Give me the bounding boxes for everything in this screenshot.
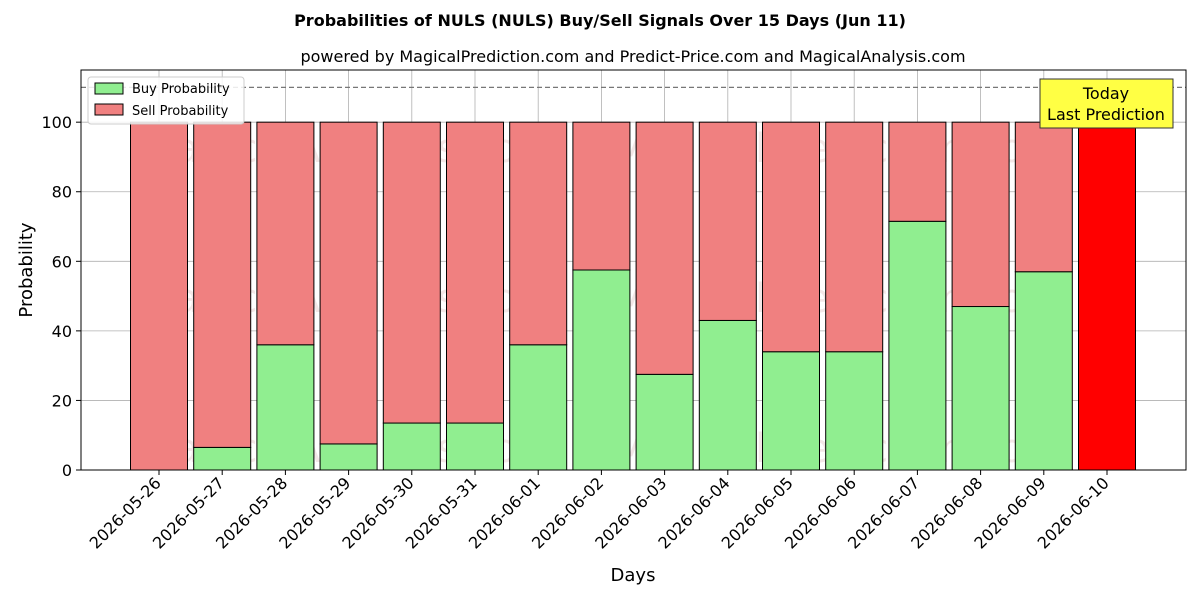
buy-bar: [446, 422, 504, 471]
buy-bar: [825, 351, 884, 471]
x-axis-label: Days: [611, 565, 656, 586]
chart-title: Probabilities of NULS (NULS) Buy/Sell Si…: [294, 11, 906, 30]
sell-bar: [1014, 121, 1073, 273]
highlight-sell-bar: [1078, 121, 1136, 471]
buy-bar: [193, 446, 252, 471]
buy-bar: [698, 319, 757, 471]
legend-buy-label: Buy Probability: [132, 82, 230, 97]
y-tick-label: 100: [41, 113, 72, 132]
buy-bar: [572, 269, 631, 471]
sell-bar: [193, 121, 252, 448]
sell-bar: [572, 121, 631, 271]
annotation-box: [1039, 78, 1174, 129]
buy-bar: [256, 344, 315, 471]
sell-bar: [256, 121, 315, 346]
today-annotation: Today Last Prediction: [1039, 78, 1174, 129]
legend-sell-swatch: [94, 103, 124, 116]
buy-bar: [382, 422, 441, 471]
sell-bar: [698, 121, 757, 321]
buy-bar: [1014, 271, 1073, 471]
y-axis: 0 20 40 60 80 100: [41, 113, 81, 480]
y-tick-label: 20: [52, 391, 72, 410]
annotation-line-1: Today: [1082, 84, 1129, 103]
y-tick-label: 60: [52, 252, 72, 271]
buy-bar: [888, 220, 947, 471]
sell-bar: [888, 121, 947, 222]
sell-bar: [319, 121, 378, 445]
legend-buy-swatch: [94, 82, 124, 95]
bar-layer: [130, 121, 1136, 471]
y-tick-label: 0: [62, 461, 72, 480]
sell-bar: [446, 121, 504, 424]
y-tick-label: 80: [52, 183, 72, 202]
annotation-line-2: Last Prediction: [1047, 105, 1165, 124]
sell-bar: [762, 121, 820, 353]
sell-bar: [130, 121, 188, 471]
buy-bar: [319, 443, 378, 471]
legend-sell-label: Sell Probability: [132, 104, 229, 119]
sell-bar: [382, 121, 441, 424]
plot-frame: [80, 69, 1187, 471]
y-tick-label: 40: [52, 322, 72, 341]
sell-bar: [825, 121, 884, 353]
y-axis-label: Probability: [16, 222, 37, 317]
buy-bar: [951, 306, 1010, 471]
buy-bar: [635, 373, 694, 471]
buy-bar: [509, 344, 568, 471]
sell-bar: [509, 121, 568, 346]
legend-box: [87, 76, 245, 125]
sell-bar: [635, 121, 694, 375]
chart-subtitle: powered by MagicalPrediction.com and Pre…: [300, 47, 965, 66]
sell-bar: [951, 121, 1010, 308]
buy-bar: [762, 351, 820, 471]
legend: Buy Probability Sell Probability: [87, 76, 245, 125]
